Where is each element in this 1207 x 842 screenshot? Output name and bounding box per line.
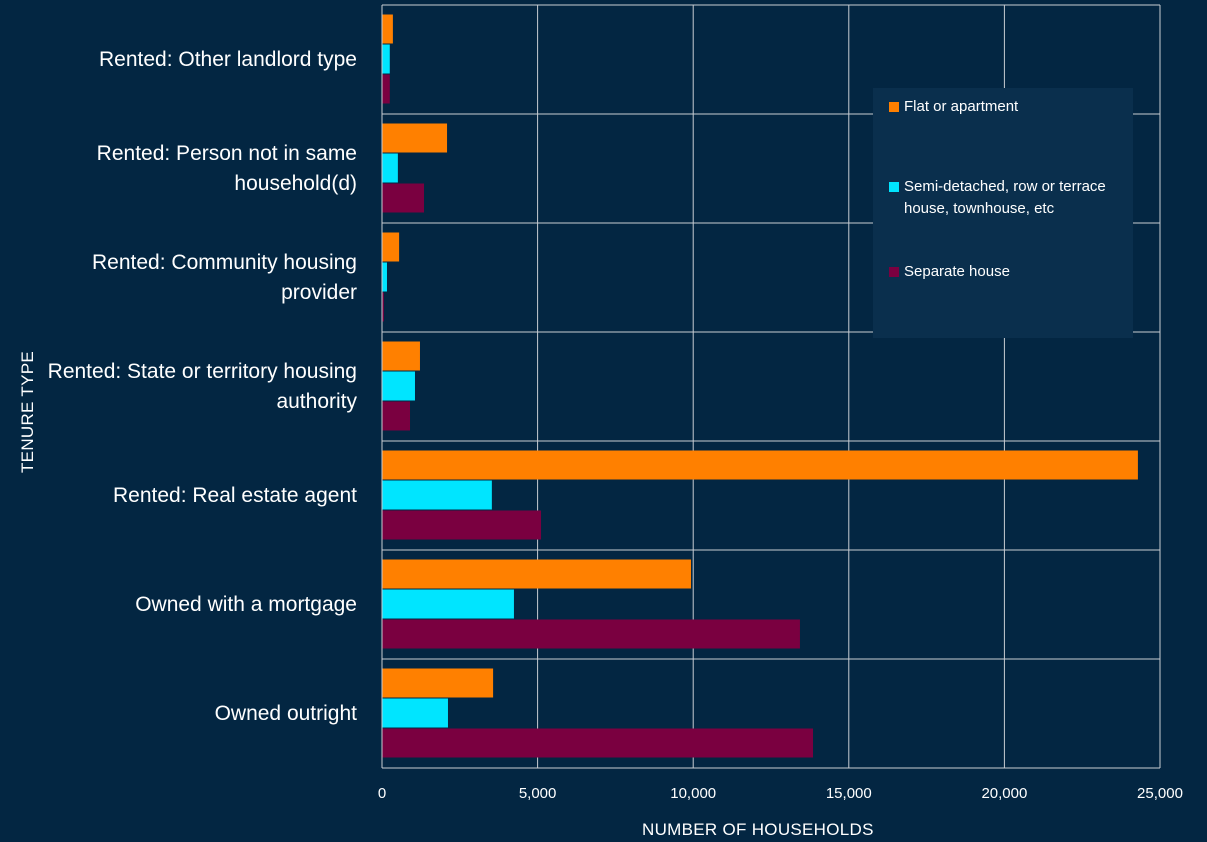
x-tick-label: 15,000 — [826, 785, 872, 802]
x-tick-label: 0 — [378, 785, 386, 802]
bar — [382, 44, 390, 74]
x-tick-label: 25,000 — [1137, 785, 1183, 802]
legend-item: Separate house — [889, 261, 1121, 283]
bar — [382, 401, 411, 431]
bar — [382, 123, 448, 153]
y-tick-label: Rented: Other landlord type — [99, 47, 357, 71]
bar — [382, 480, 492, 510]
bar — [382, 341, 420, 371]
y-tick-label: Rented: Person not in same household(d) — [96, 141, 357, 195]
legend-label: Separate house — [904, 263, 1010, 280]
bar — [382, 262, 387, 292]
bar — [382, 589, 514, 619]
legend-item: Semi-detached, row or terrace house, tow… — [889, 176, 1121, 220]
bar — [382, 153, 398, 183]
bar — [382, 74, 390, 104]
legend-label: Flat or apartment — [904, 98, 1019, 115]
x-tick-label: 5,000 — [519, 785, 557, 802]
legend-swatch — [889, 102, 899, 112]
legend-swatch — [889, 267, 899, 277]
bar — [382, 292, 384, 322]
x-tick-label: 10,000 — [670, 785, 716, 802]
bar — [382, 619, 800, 649]
y-tick-label: Owned with a mortgage — [135, 592, 357, 616]
y-tick-label: Rented: Community housing provider — [92, 250, 357, 304]
legend-swatch — [889, 182, 899, 192]
bar — [382, 559, 692, 589]
bar — [382, 698, 448, 728]
x-tick-label: 20,000 — [981, 785, 1027, 802]
bar — [382, 232, 400, 262]
bar — [382, 450, 1138, 480]
legend-item: Flat or apartment — [889, 96, 1121, 118]
legend-label: Semi-detached, row or terrace house, tow… — [904, 178, 1106, 217]
y-tick-label: Rented: State or territory housing autho… — [47, 359, 357, 413]
bar — [382, 668, 494, 698]
bar — [382, 371, 415, 401]
y-tick-label: Owned outright — [214, 701, 357, 725]
bar — [382, 183, 425, 213]
bar — [382, 728, 814, 758]
bar — [382, 14, 393, 44]
legend: Flat or apartment Semi-detached, row or t… — [873, 88, 1133, 338]
bar — [382, 510, 542, 540]
y-tick-label: Rented: Real estate agent — [112, 483, 357, 507]
x-axis-title: NUMBER OF HOUSEHOLDS — [642, 820, 874, 839]
